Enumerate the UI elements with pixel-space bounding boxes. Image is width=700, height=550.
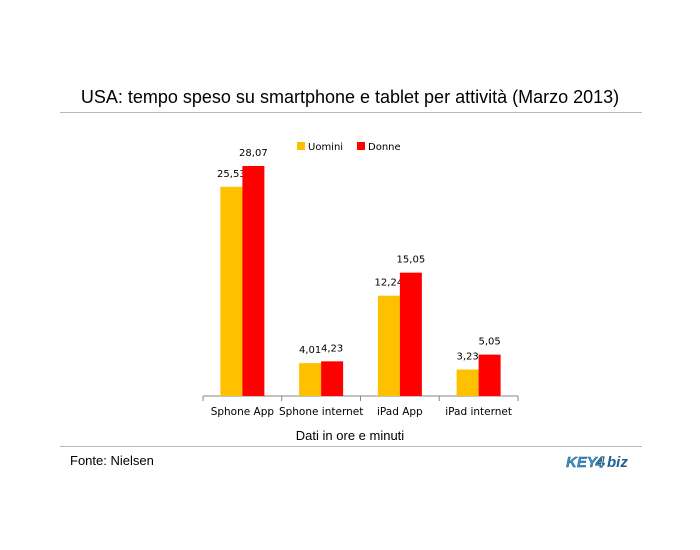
key4biz-logo: KEY 4 biz: [566, 452, 646, 477]
title-divider: [60, 112, 642, 113]
x-tick-label: iPad internet: [445, 406, 512, 418]
bar-donne: [399, 272, 422, 396]
x-axis-label: Dati in ore e minuti: [295, 428, 405, 443]
legend-swatch-uomini: [297, 142, 305, 150]
chart-title: USA: tempo speso su smartphone e tablet …: [80, 87, 620, 107]
x-tick-label: Sphone internet: [279, 406, 363, 418]
data-label: 4,01: [299, 345, 321, 356]
svg-text:KEY: KEY: [566, 454, 599, 471]
data-label: 25,53: [217, 169, 246, 180]
bar-uomini: [377, 295, 400, 396]
legend-label: Donne: [368, 142, 401, 153]
data-label: 4,23: [321, 343, 343, 354]
svg-text:biz: biz: [607, 454, 628, 471]
source-note: Fonte: Nielsen: [70, 453, 154, 468]
bar-uomini: [456, 369, 479, 396]
bar-uomini: [220, 186, 243, 396]
legend-label: Uomini: [308, 142, 343, 153]
data-label: 5,05: [478, 337, 500, 348]
legend-swatch-donne: [357, 142, 365, 150]
bar-donne: [242, 166, 265, 396]
footer-divider: [60, 446, 642, 447]
data-label: 15,05: [397, 255, 426, 266]
bar-chart: 25,53 28,07 Sphone App 4,01 4,23 Sphone inter…: [202, 142, 519, 418]
x-tick-label: Sphone App: [211, 406, 275, 418]
data-label: 3,23: [456, 352, 478, 363]
bar-uomini: [299, 363, 322, 396]
data-label: 28,07: [239, 148, 268, 159]
bar-donne: [478, 354, 501, 396]
bar-donne: [321, 361, 344, 396]
svg-text:4: 4: [595, 454, 605, 471]
data-label: 12,24: [375, 278, 404, 289]
x-tick-label: iPad App: [377, 406, 423, 418]
